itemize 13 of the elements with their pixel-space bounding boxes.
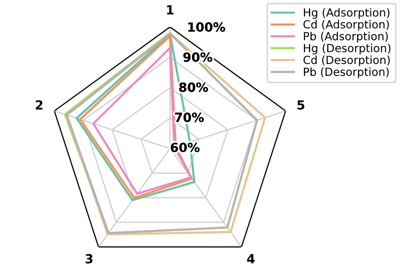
y-tick-label: 100% — [188, 22, 226, 32]
spoke-label: 5 — [297, 100, 304, 110]
legend-label: Cd (Adsorption) — [303, 20, 389, 31]
legend-label: Hg (Desorption) — [304, 44, 390, 54]
spoke-label: 1 — [167, 5, 174, 14]
spoke-label: 2 — [36, 100, 42, 110]
legend-label: Pb (Desorption) — [304, 67, 389, 78]
legend-label: Hg (Adsorption) — [304, 8, 390, 19]
legend-label: Cd (Desorption) — [303, 56, 390, 66]
y-tick-label: 90% — [183, 52, 212, 62]
spoke-label: 4 — [247, 254, 255, 264]
legend-label: Pb (Adsorption) — [304, 32, 388, 43]
spoke-label: 3 — [86, 254, 92, 264]
